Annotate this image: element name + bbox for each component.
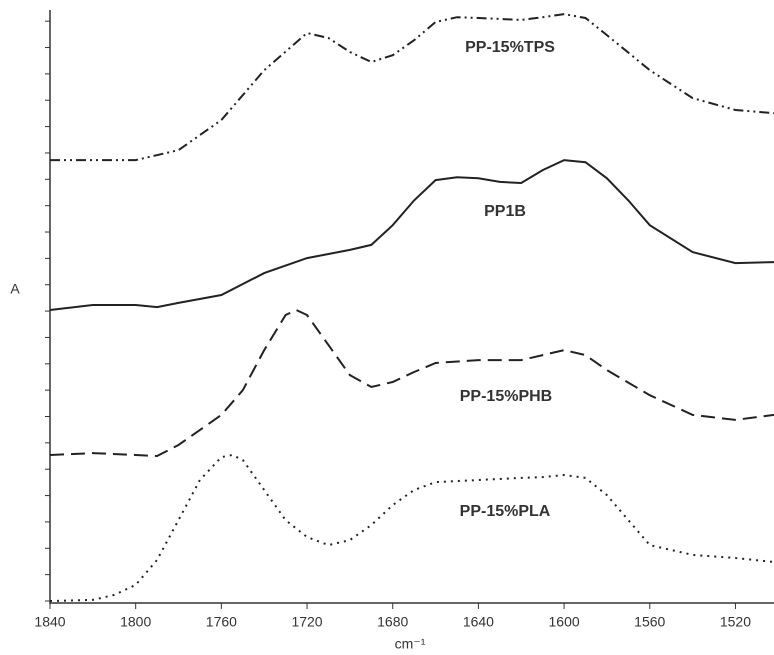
x-tick-label: 1840 <box>34 614 65 630</box>
series-label: PP1B <box>484 203 526 220</box>
x-tick-label: 1640 <box>463 614 494 630</box>
y-axis-label: A <box>10 281 20 297</box>
series-label: PP-15%PHB <box>460 388 552 405</box>
x-tick-label: 1720 <box>291 614 322 630</box>
x-tick-label: 1600 <box>549 614 580 630</box>
x-tick-label: 1680 <box>377 614 408 630</box>
spectrum-line <box>49 159 774 311</box>
spectrum-line <box>50 13 774 162</box>
x-tick-label: 1520 <box>720 614 751 630</box>
spectrum-line <box>49 308 774 458</box>
series-label: PP-15%TPS <box>465 39 555 56</box>
x-tick-label: 1800 <box>120 614 151 630</box>
x-tick-label: 1760 <box>206 614 237 630</box>
spectrum-line <box>49 453 774 602</box>
x-tick-label: 1560 <box>634 614 665 630</box>
series-label: PP-15%PLA <box>460 503 551 520</box>
x-axis-label: cm⁻¹ <box>395 636 426 652</box>
